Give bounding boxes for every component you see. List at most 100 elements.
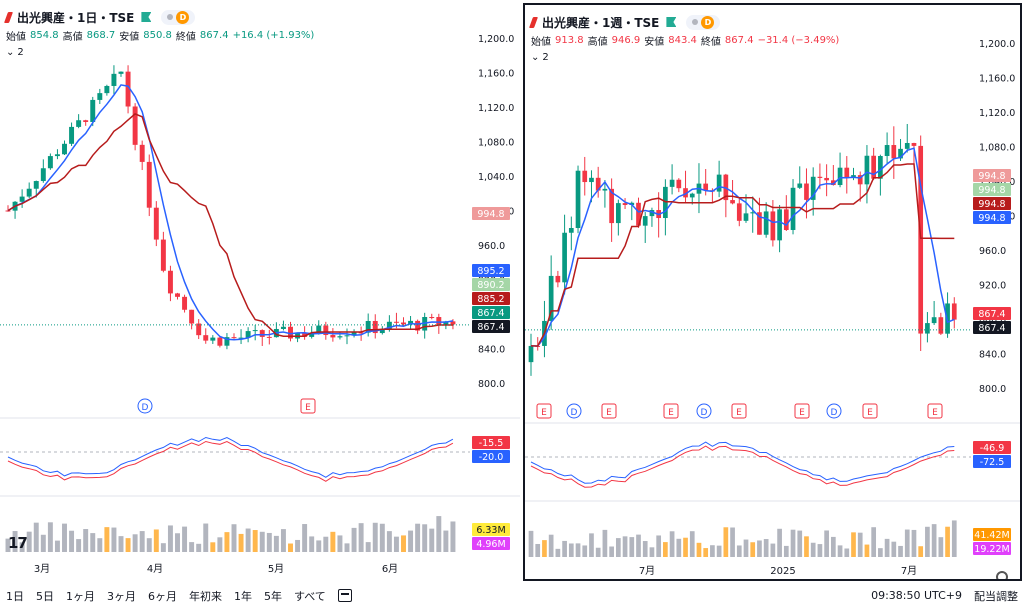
volume-bar bbox=[723, 527, 729, 557]
volume-bar bbox=[76, 539, 82, 552]
volume-bar bbox=[238, 533, 244, 552]
adjust-dividends-button[interactable]: 配当調整 bbox=[974, 589, 1018, 603]
range-1m[interactable]: 1ヶ月 bbox=[66, 589, 95, 603]
range-1d[interactable]: 1日 bbox=[6, 589, 24, 603]
range-ytd[interactable]: 年初来 bbox=[189, 589, 222, 603]
baseline-line bbox=[7, 113, 453, 337]
volume-bar bbox=[160, 543, 166, 552]
volume-bar bbox=[196, 543, 202, 552]
price-axis-label: 1,200.0 bbox=[478, 34, 514, 45]
left-ohlc: 始値 854.8 高値 868.7 安値 850.8 終値 867.4 +16.4 (+… bbox=[6, 26, 314, 44]
earnings-event-icon bbox=[536, 403, 552, 419]
volume-bar bbox=[824, 530, 829, 557]
candle-body bbox=[401, 322, 406, 325]
volume-bar bbox=[118, 536, 124, 552]
range-5d[interactable]: 5日 bbox=[36, 589, 54, 603]
volume-bar bbox=[379, 523, 385, 552]
candle-body bbox=[252, 330, 258, 332]
candle-body bbox=[266, 336, 272, 338]
volume-bar bbox=[878, 548, 883, 557]
price-tag-text: 867.4 bbox=[477, 308, 504, 319]
volume-bar bbox=[777, 528, 782, 557]
left-data-pill[interactable]: D bbox=[161, 9, 196, 25]
candle-body bbox=[864, 155, 870, 185]
baseline-line bbox=[530, 163, 955, 347]
right-chart-canvas[interactable]: 1,200.01,160.01,120.01,080.01,040.01,000… bbox=[525, 5, 1022, 581]
range-1y[interactable]: 1年 bbox=[234, 589, 252, 603]
range-all[interactable]: すべて bbox=[294, 589, 326, 603]
candle-body bbox=[602, 188, 608, 191]
event-label: D bbox=[701, 408, 708, 418]
left-symbol-title[interactable]: 出光興産・1日・TSE bbox=[17, 10, 135, 25]
candle-body bbox=[316, 325, 322, 334]
flag-icon[interactable] bbox=[666, 17, 677, 27]
high-value: 868.7 bbox=[86, 29, 116, 41]
candle-body bbox=[90, 99, 96, 122]
candle-body bbox=[898, 148, 903, 159]
volume-bar bbox=[139, 531, 145, 552]
price-tag bbox=[973, 321, 1011, 334]
left-chart-canvas[interactable]: 1,200.01,160.01,120.01,080.01,040.01,000… bbox=[0, 0, 520, 580]
flag-icon[interactable] bbox=[141, 12, 152, 22]
price-axis-label: 1,120.0 bbox=[979, 108, 1015, 119]
brand-logo-icon bbox=[528, 16, 539, 28]
volume-bar bbox=[358, 523, 364, 552]
candle-body bbox=[259, 330, 265, 337]
volume-bar bbox=[864, 544, 870, 557]
candle-body bbox=[528, 345, 534, 363]
volume-bar bbox=[408, 530, 414, 552]
candle-body bbox=[548, 275, 554, 321]
right-indicator-toggle[interactable]: ⌄ 2 bbox=[531, 52, 549, 63]
volume-bar bbox=[918, 546, 924, 557]
candle-body bbox=[393, 321, 399, 323]
right-chart-pane[interactable]: 1,200.01,160.01,120.01,080.01,040.01,000… bbox=[523, 3, 1022, 581]
volume-bar bbox=[609, 546, 614, 557]
range-3m[interactable]: 3ヶ月 bbox=[107, 589, 136, 603]
volume-bar bbox=[224, 532, 230, 552]
range-5y[interactable]: 5年 bbox=[264, 589, 282, 603]
volume-tag-text: 6.33M bbox=[476, 525, 505, 536]
candle-body bbox=[351, 332, 357, 336]
candle-body bbox=[783, 209, 789, 230]
chevron-down-icon: ⌄ bbox=[531, 52, 540, 63]
volume-bar bbox=[450, 521, 456, 552]
candle-body bbox=[153, 207, 159, 240]
volume-bar bbox=[716, 545, 722, 557]
volume-bar bbox=[386, 531, 392, 552]
gear-icon[interactable] bbox=[996, 571, 1008, 579]
candle-body bbox=[931, 317, 937, 324]
volume-bar bbox=[817, 544, 823, 557]
volume-bar bbox=[182, 526, 188, 552]
candle-body bbox=[824, 177, 829, 181]
candle-body bbox=[884, 145, 890, 157]
price-tag-text: 994.8 bbox=[978, 171, 1005, 182]
volume-bar bbox=[351, 527, 357, 552]
low-value: 850.8 bbox=[143, 29, 172, 41]
calendar-icon[interactable] bbox=[337, 589, 352, 602]
clock[interactable]: 09:38:50 UTC+9 bbox=[871, 589, 962, 602]
candle-body bbox=[309, 333, 315, 337]
candle-body bbox=[757, 212, 762, 235]
volume-bar bbox=[33, 522, 39, 552]
open-label: 始値 bbox=[531, 36, 551, 48]
right-symbol-title[interactable]: 出光興産・1週・TSE bbox=[542, 15, 660, 30]
volume-bar bbox=[743, 539, 749, 557]
right-data-pill[interactable]: D bbox=[686, 14, 721, 30]
candle-body bbox=[743, 213, 749, 221]
earnings-event-icon bbox=[601, 403, 617, 419]
volume-bar bbox=[429, 528, 435, 552]
candle-body bbox=[703, 183, 709, 191]
candle-body bbox=[649, 210, 655, 217]
left-chart-pane[interactable]: 1,200.01,160.01,120.01,080.01,040.01,000… bbox=[0, 0, 520, 580]
osc-tag bbox=[472, 436, 510, 449]
candle-body bbox=[636, 202, 641, 226]
left-indicator-toggle[interactable]: ⌄ 2 bbox=[6, 47, 24, 58]
price-tag bbox=[973, 169, 1011, 182]
candle-body bbox=[132, 106, 138, 145]
range-6m[interactable]: 6ヶ月 bbox=[148, 589, 177, 603]
osc-tag bbox=[973, 455, 1011, 468]
volume-bar bbox=[837, 545, 843, 557]
candle-body bbox=[904, 143, 910, 149]
volume-bar bbox=[97, 538, 103, 552]
candle-body bbox=[358, 332, 364, 334]
